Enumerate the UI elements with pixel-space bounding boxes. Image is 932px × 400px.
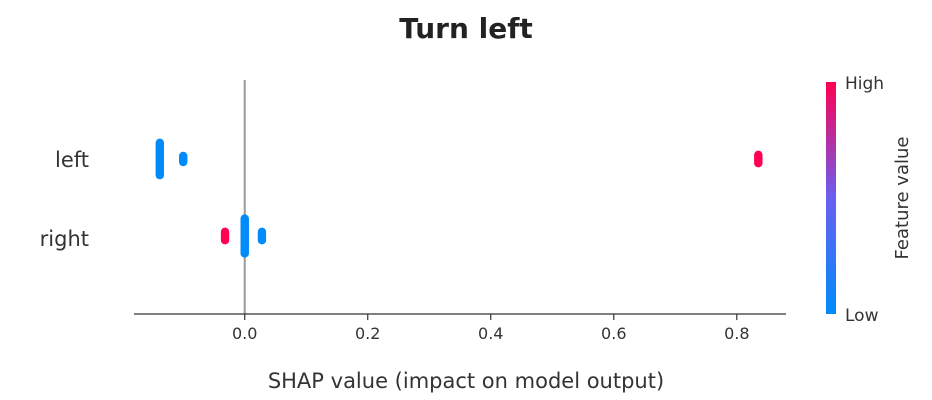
feature-label-left: left bbox=[55, 148, 89, 172]
data-point bbox=[240, 249, 249, 258]
x-axis-label: SHAP value (impact on model output) bbox=[268, 369, 664, 393]
colorbar-title: Feature value bbox=[892, 137, 913, 260]
x-ticks: 0.0 0.2 0.4 0.6 0.8 bbox=[232, 314, 750, 343]
x-tick-label: 0.0 bbox=[232, 324, 257, 343]
data-point bbox=[754, 159, 763, 168]
data-point bbox=[155, 171, 165, 180]
feature-label-right: right bbox=[40, 227, 89, 251]
x-tick-label: 0.6 bbox=[601, 324, 626, 343]
x-tick-label: 0.2 bbox=[355, 324, 380, 343]
x-tick-label: 0.8 bbox=[724, 324, 749, 343]
data-point bbox=[257, 236, 267, 245]
colorbar bbox=[826, 82, 836, 314]
points-layer bbox=[155, 138, 763, 258]
colorbar-low-label: Low bbox=[845, 306, 879, 326]
x-tick-label: 0.4 bbox=[478, 324, 503, 343]
colorbar-high-label: High bbox=[845, 74, 884, 94]
chart-title: Turn left bbox=[399, 12, 533, 45]
data-point bbox=[179, 157, 188, 167]
data-point bbox=[220, 236, 230, 245]
